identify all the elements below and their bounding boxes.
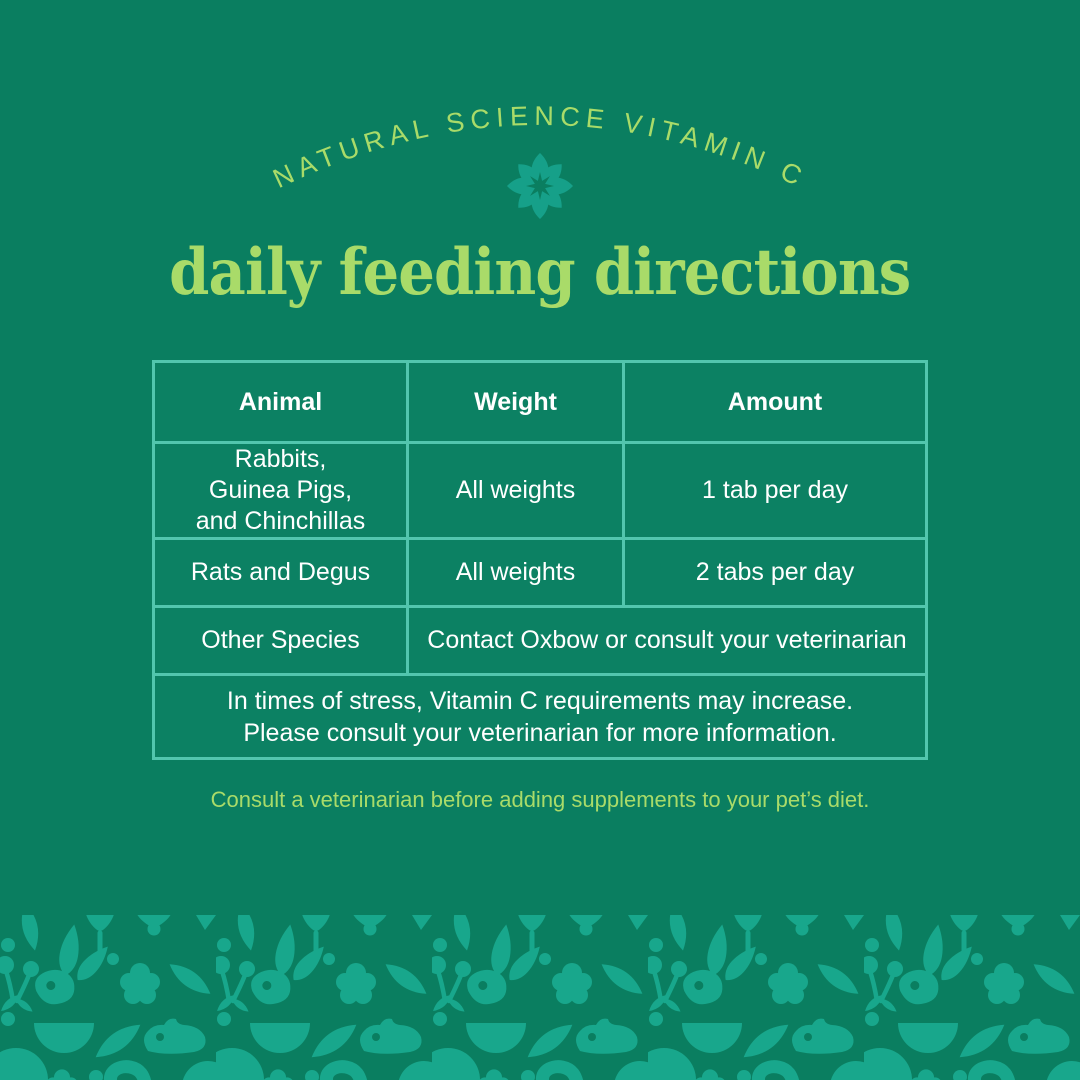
flower-burst-icon: [507, 153, 573, 219]
footnote: Consult a veterinarian before adding sup…: [210, 787, 870, 812]
animal-line: Rabbits,: [234, 445, 327, 473]
animal-cell: Rabbits, Guinea Pigs, and Chinchillas: [152, 441, 409, 540]
animal-cell: Rats and Degus: [152, 537, 409, 608]
weight-cell: All weights: [406, 441, 625, 540]
table-row: Rabbits, Guinea Pigs, and Chinchillas Al…: [152, 441, 928, 540]
table-row: Other Species Contact Oxbow or consult y…: [152, 605, 928, 676]
amount-cell: 2 tabs per day: [622, 537, 928, 608]
weight-cell: All weights: [406, 537, 625, 608]
animal-line: Guinea Pigs,: [208, 476, 353, 504]
stress-note-cell: In times of stress, Vitamin C requiremen…: [152, 673, 928, 760]
pattern-fill: [0, 915, 1080, 1080]
feeding-directions-table: Animal Weight Amount Rabbits, Guinea Pig…: [152, 360, 928, 760]
table-header-row: Animal Weight Amount: [152, 360, 928, 444]
column-header-amount: Amount: [622, 360, 928, 444]
contact-cell: Contact Oxbow or consult your veterinari…: [406, 605, 928, 676]
stress-note-line: In times of stress, Vitamin C requiremen…: [226, 686, 854, 715]
column-header-weight: Weight: [406, 360, 625, 444]
column-header-animal: Animal: [152, 360, 409, 444]
page-title: daily feeding directions: [0, 235, 1080, 310]
stress-note-line: Please consult your veterinarian for mor…: [243, 718, 837, 747]
table-row: Rats and Degus All weights 2 tabs per da…: [152, 537, 928, 608]
amount-cell: 1 tab per day: [622, 441, 928, 540]
animal-cell: Other Species: [152, 605, 409, 676]
table-note-row: In times of stress, Vitamin C requiremen…: [152, 673, 928, 760]
star-cutout: [526, 172, 554, 200]
animal-line: and Chinchillas: [195, 507, 366, 535]
pattern-band: [0, 915, 1080, 1080]
page-title-text: daily feeding directions: [169, 235, 911, 310]
